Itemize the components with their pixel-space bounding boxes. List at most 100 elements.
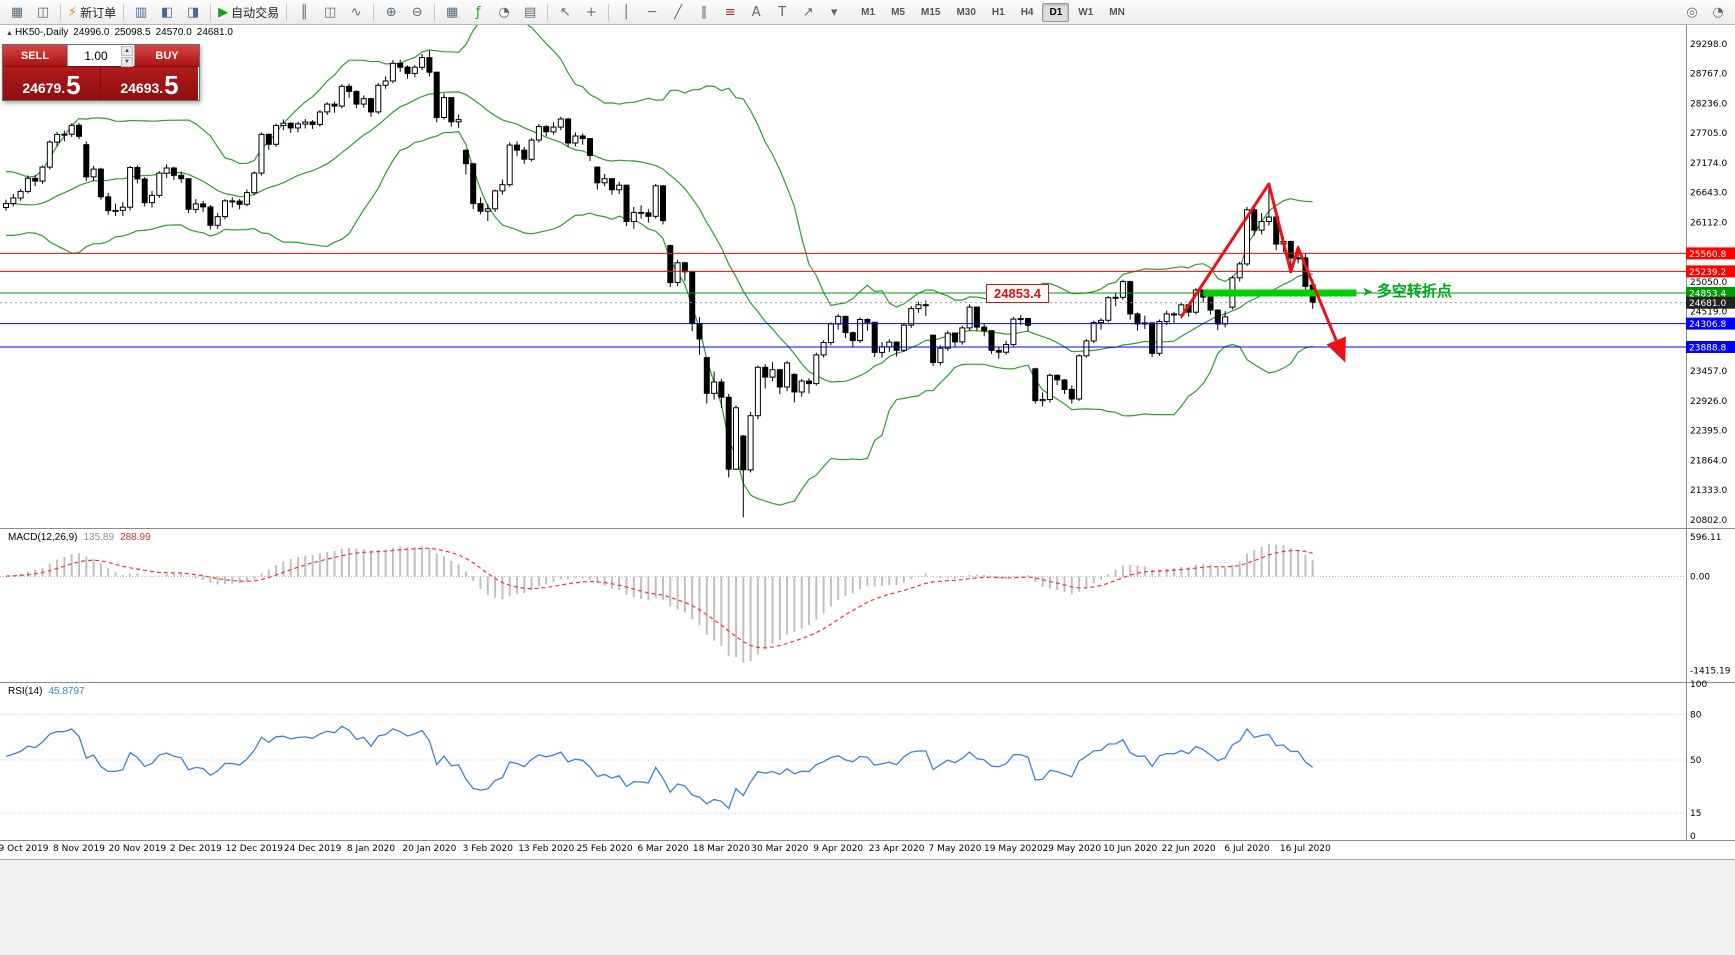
svg-text:30 Mar 2020: 30 Mar 2020	[751, 844, 808, 854]
bollinger-bands	[5, 25, 1313, 506]
timeframe-M30[interactable]: M30	[956, 6, 976, 18]
volume-down-icon[interactable]: ▼	[121, 57, 133, 67]
price-tag	[1686, 287, 1735, 299]
objects-dropdown-button[interactable]: ▾	[821, 1, 847, 23]
ohlc-close: 24681.0	[196, 27, 233, 38]
arrows-icon: ↗	[802, 4, 814, 20]
search-button[interactable]: ◎	[1679, 1, 1705, 23]
zoom-out-button[interactable]: ⊖	[404, 1, 430, 23]
equidistant-channel-button[interactable]: ∥	[691, 1, 717, 23]
pivot-text: 多空转折点	[1376, 283, 1452, 300]
vertical-line-icon: │	[622, 4, 631, 20]
svg-text:26112.0: 26112.0	[1690, 218, 1727, 228]
svg-text:100: 100	[1690, 680, 1707, 690]
macd-name: MACD(12,26,9)	[8, 532, 78, 543]
svg-text:24519.0: 24519.0	[1690, 308, 1727, 318]
tile-windows-button[interactable]: ▦	[439, 1, 465, 23]
timeframe-H4[interactable]: H4	[1020, 6, 1034, 18]
symbol-marker-icon: ▲	[6, 30, 13, 37]
svg-text:18 Mar 2020: 18 Mar 2020	[693, 844, 750, 854]
vertical-line-button[interactable]: │	[613, 1, 639, 23]
svg-text:0.00: 0.00	[1690, 572, 1710, 582]
crosshair-button[interactable]: +	[578, 1, 604, 23]
community-button[interactable]: ◔	[1705, 1, 1731, 23]
navigator-button[interactable]: ◨	[180, 1, 206, 23]
trend-arrow[interactable]	[1180, 182, 1346, 363]
buy-button[interactable]: BUY	[135, 45, 199, 66]
horizontal-line-button[interactable]: ─	[639, 1, 665, 23]
indicators-button[interactable]: ƒ	[465, 1, 491, 23]
svg-text:23 Apr 2020: 23 Apr 2020	[869, 844, 925, 854]
timeframe-M15[interactable]: M15	[920, 6, 941, 18]
toolbar-left-groups: ▦ ◫ ⚡ 新订单 ▥ ◧ ◨ ▶ 自动交易 ║ ◫ ∿ ⊕ ⊖ ▦ ƒ ◔ ▤ ↖ + │ ─ ╱ ∥ ≡ A T ↗ ▾	[4, 1, 847, 23]
timeframe-M5[interactable]: M5	[891, 6, 905, 18]
periods-button[interactable]: ◔	[491, 1, 517, 23]
svg-text:25560.8: 25560.8	[1689, 250, 1726, 260]
templates-icon: ▤	[524, 4, 537, 20]
timeframe-MN[interactable]: MN	[1109, 6, 1125, 18]
text-label-button[interactable]: T	[769, 1, 795, 23]
svg-text:2 Dec 2019: 2 Dec 2019	[170, 844, 222, 854]
sell-price-panel[interactable]: 24679. 5	[3, 67, 100, 100]
volume-up-icon[interactable]: ▲	[121, 46, 133, 56]
timeframe-W1[interactable]: W1	[1078, 6, 1094, 18]
arrows-button[interactable]: ↗	[795, 1, 821, 23]
buy-price-big-digit: 5	[164, 69, 179, 100]
sell-button[interactable]: SELL	[3, 45, 67, 66]
price-tag	[1686, 341, 1735, 353]
timeframe-H1[interactable]: H1	[991, 6, 1005, 18]
candlestick-chart-button[interactable]: ◫	[317, 1, 343, 23]
data-window-button[interactable]: ◧	[154, 1, 180, 23]
svg-text:22395.0: 22395.0	[1690, 427, 1727, 437]
line-chart-button[interactable]: ∿	[343, 1, 369, 23]
new-order-button[interactable]: ⚡ 新订单	[65, 1, 119, 23]
toolbar-separator	[547, 3, 549, 21]
new-chart-button[interactable]: ▦	[4, 1, 30, 23]
svg-text:29298.0: 29298.0	[1690, 40, 1727, 50]
chart-windows-button[interactable]: ◫	[30, 1, 56, 23]
pivot-annotation[interactable]: ➤ 多空转折点	[1362, 280, 1452, 301]
ohlc-low: 24570.0	[155, 27, 192, 38]
autotrading-button[interactable]: ▶ 自动交易	[215, 1, 282, 23]
price-tag	[1686, 247, 1735, 260]
equidistant-channel-icon: ∥	[700, 4, 708, 20]
svg-text:10 Jun 2020: 10 Jun 2020	[1103, 844, 1157, 854]
text-button[interactable]: A	[743, 1, 769, 23]
sell-price: 24679.	[22, 80, 66, 97]
pivot-marker-icon: ➤	[1362, 284, 1373, 299]
data-window-icon: ◧	[161, 4, 174, 20]
candles[interactable]	[3, 50, 1316, 518]
buy-price-panel[interactable]: 24693. 5	[100, 67, 198, 100]
svg-text:24853.4: 24853.4	[1689, 289, 1726, 299]
market-watch-button[interactable]: ▥	[128, 1, 154, 23]
price-tag	[1686, 317, 1735, 330]
cursor-button[interactable]: ↖	[552, 1, 578, 23]
svg-text:0: 0	[1690, 832, 1696, 842]
svg-text:27174.0: 27174.0	[1690, 159, 1727, 169]
price-tag	[1686, 265, 1735, 278]
market-watch-icon: ▥	[135, 4, 148, 20]
templates-button[interactable]: ▤	[517, 1, 543, 23]
bar-chart-button[interactable]: ║	[291, 1, 317, 23]
svg-text:9 Apr 2020: 9 Apr 2020	[813, 844, 863, 854]
svg-text:12 Dec 2019: 12 Dec 2019	[225, 844, 283, 854]
zoom-in-button[interactable]: ⊕	[378, 1, 404, 23]
volume-input[interactable]	[68, 47, 134, 64]
svg-text:25050.0: 25050.0	[1690, 278, 1727, 288]
price-level-label[interactable]: 24853.4	[986, 284, 1049, 303]
svg-text:28767.0: 28767.0	[1690, 70, 1727, 80]
svg-text:50: 50	[1690, 756, 1702, 766]
timeframe-D1[interactable]: D1	[1042, 2, 1070, 22]
macd-main-value: 135.89	[83, 532, 115, 543]
svg-text:19 May 2020: 19 May 2020	[984, 844, 1043, 854]
toolbar-right-icons: ◎ ◔	[1679, 1, 1731, 23]
text-label-icon: T	[778, 4, 787, 20]
timeframe-M1[interactable]: M1	[861, 6, 876, 18]
fibonacci-button[interactable]: ≡	[717, 1, 743, 23]
rsi-line	[5, 725, 1314, 810]
svg-text:13 Feb 2020: 13 Feb 2020	[518, 844, 574, 854]
svg-text:25 Feb 2020: 25 Feb 2020	[577, 844, 633, 854]
horizontal-line-icon: ─	[648, 4, 657, 20]
trendline-button[interactable]: ╱	[665, 1, 691, 23]
